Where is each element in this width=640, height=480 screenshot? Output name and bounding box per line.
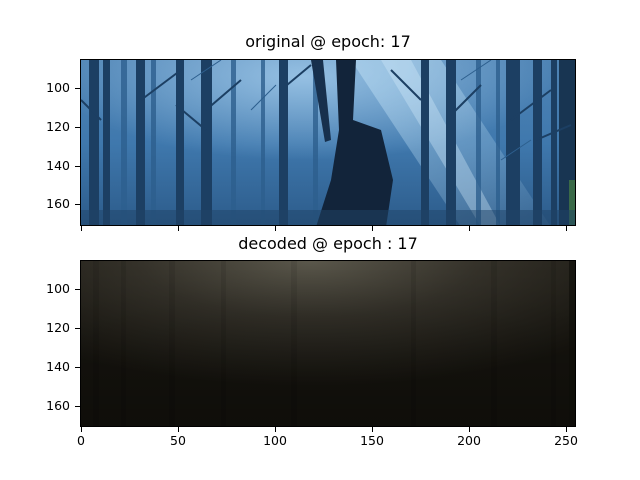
decoded-blurred-image xyxy=(81,261,575,426)
xtick-mark xyxy=(566,427,567,432)
ytick-label: 140 xyxy=(46,359,70,374)
xtick-mark xyxy=(275,427,276,432)
ytick-label: 160 xyxy=(46,196,70,211)
xtick-mark xyxy=(566,226,567,231)
ytick-label: 140 xyxy=(46,158,70,173)
panel-title-decoded: decoded @ epoch : 17 xyxy=(238,234,418,253)
xtick-label: 150 xyxy=(360,433,384,448)
ytick-mark xyxy=(75,328,80,329)
decoded-image-panel xyxy=(80,260,576,427)
ytick-mark xyxy=(75,166,80,167)
ytick-label: 100 xyxy=(46,281,70,296)
xtick-mark xyxy=(372,226,373,231)
xtick-mark xyxy=(178,226,179,231)
xtick-label: 50 xyxy=(170,433,186,448)
panel-title-original: original @ epoch: 17 xyxy=(245,32,411,51)
xtick-mark xyxy=(275,226,276,231)
xtick-mark xyxy=(372,427,373,432)
ytick-mark xyxy=(75,127,80,128)
ytick-mark xyxy=(75,204,80,205)
ytick-mark xyxy=(75,367,80,368)
ytick-label: 120 xyxy=(46,119,70,134)
xtick-mark xyxy=(178,427,179,432)
ytick-mark xyxy=(75,406,80,407)
ytick-label: 120 xyxy=(46,320,70,335)
xtick-mark xyxy=(81,226,82,231)
original-forest-image xyxy=(81,60,575,225)
xtick-label: 250 xyxy=(554,433,578,448)
ytick-label: 100 xyxy=(46,80,70,95)
ytick-label: 160 xyxy=(46,398,70,413)
xtick-mark xyxy=(81,427,82,432)
xtick-label: 0 xyxy=(77,433,85,448)
ytick-mark xyxy=(75,88,80,89)
xtick-mark xyxy=(469,427,470,432)
original-image-panel xyxy=(80,59,576,226)
xtick-label: 100 xyxy=(263,433,287,448)
xtick-label: 200 xyxy=(457,433,481,448)
xtick-mark xyxy=(469,226,470,231)
ytick-mark xyxy=(75,289,80,290)
